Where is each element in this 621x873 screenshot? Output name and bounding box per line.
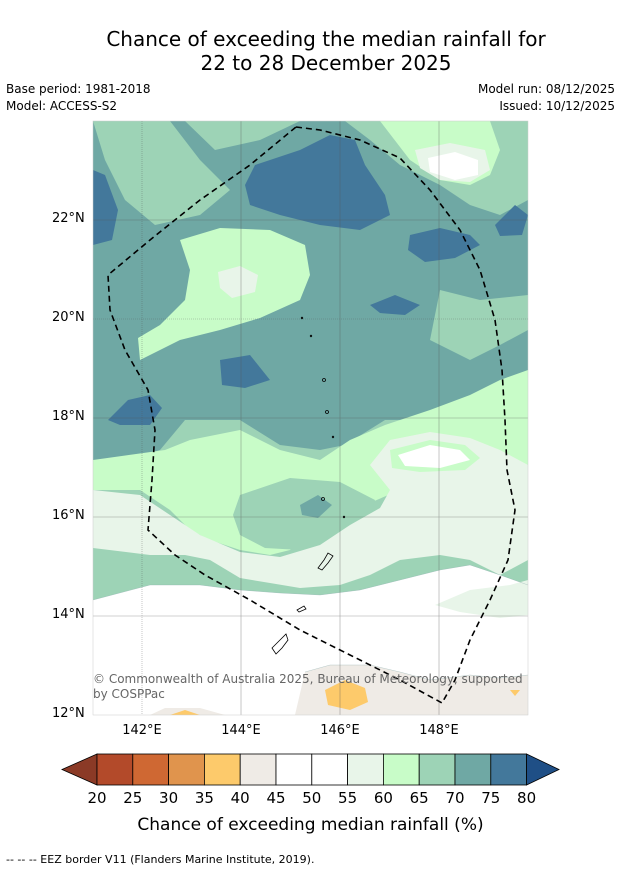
colorbar-label: Chance of exceeding median rainfall (%) [137,815,484,835]
lat-label-16n: 16°N [52,508,85,523]
band-70-75-north [245,135,390,230]
band-35-40-b [170,710,200,715]
colorbar-segment [347,753,384,786]
title-line-2: 22 to 28 December 2025 [200,51,452,75]
band-45-50-inner [398,445,470,468]
colorbar-tick-label: 20 [87,789,107,807]
model-run: Model run: 08/12/2025 [477,82,615,96]
band-70-75-left [108,395,162,425]
band-55-60-east [93,370,528,555]
lat-label-22n: 22°N [52,211,85,226]
colorbar-extend-low [61,753,98,786]
lat-label-20n: 20°N [52,310,85,325]
colorbar-segment [382,753,420,786]
band-35-40-a [325,680,368,710]
island-rota [296,605,307,613]
map-title: Chance of exceeding the median rainfall … [0,27,621,75]
eez-footnote: -- -- -- EEZ border V11 (Flanders Marine… [6,853,315,866]
colorbar-tick-label: 60 [373,789,393,807]
band-70-small [300,495,332,518]
colorbar-segment [96,753,134,786]
lat-label-18n: 18°N [52,409,85,424]
copyright-line-2: by COSPPac [93,687,165,701]
island-d [309,334,313,338]
meta-right: Model run: 08/12/2025 Issued: 10/12/2025 [478,81,615,115]
lon-label-148e: 148°E [419,723,459,738]
band-35-40-c [510,690,520,696]
lat-label-14n: 14°N [52,607,85,622]
lon-label-142e: 142°E [122,723,162,738]
island-guam [271,633,289,655]
base-period: Base period: 1981-2018 [6,82,151,96]
colorbar-tick-label: 45 [266,789,286,807]
colorbar-tick-label: 75 [481,789,501,807]
map-frame [92,120,529,716]
band-70-75-center [370,295,420,315]
meta-left: Base period: 1981-2018 Model: ACCESS-S2 [6,81,151,115]
band-45-50-ne [428,152,478,180]
map-gridlines [93,121,528,715]
island-saipan [317,552,334,571]
colorbar-segment [168,753,205,786]
colorbar-segment [311,753,348,786]
colorbar-segment [203,753,241,786]
colorbar-tick-label: 35 [194,789,214,807]
island-c [321,497,325,501]
colorbar-tick-label: 55 [338,789,358,807]
colorbar-tick-label: 80 [517,789,537,807]
issued-date: Issued: 10/12/2025 [499,99,615,113]
lon-label-146e: 146°E [320,723,360,738]
colorbar-tick-label: 65 [409,789,429,807]
colorbar-extend-high [526,753,560,786]
model-name: Model: ACCESS-S2 [6,99,118,113]
copyright-notice: © Commonwealth of Australia 2025, Bureau… [93,672,523,702]
band-55-60-upper [138,228,310,360]
island-e [300,316,304,320]
colorbar-tick-label: 30 [159,789,179,807]
island-g [342,515,346,519]
band-60-65-north [93,121,230,225]
colorbar-segment [132,753,170,786]
colorbar-segment [454,753,492,786]
band-70-75-sw [220,355,270,388]
colorbar-segment [490,753,527,786]
band-70-75-east [495,205,528,236]
band-50-55-nw [218,266,258,298]
colorbar-tick-label: 50 [302,789,322,807]
colorbar-segment [418,753,456,786]
island-f [331,435,335,439]
title-line-1: Chance of exceeding the median rainfall … [106,27,546,51]
eez-border [107,126,516,705]
island-a [322,378,326,382]
island-outlines [271,316,346,655]
lon-label-144e: 144°E [221,723,261,738]
colorbar-tick-label: 70 [445,789,465,807]
colorbar [61,753,560,786]
lat-label-12n: 12°N [52,706,85,721]
colorbar-tick-label: 40 [230,789,250,807]
colorbar-segment [275,753,313,786]
colorbar-tick-label: 25 [123,789,143,807]
band-70-75-west [93,170,118,245]
colorbar-segment [239,753,277,786]
copyright-line-1: © Commonwealth of Australia 2025, Bureau… [93,672,523,686]
band-50-55-se [435,580,528,618]
island-b [325,410,329,414]
band-70-75-mid [408,228,480,262]
